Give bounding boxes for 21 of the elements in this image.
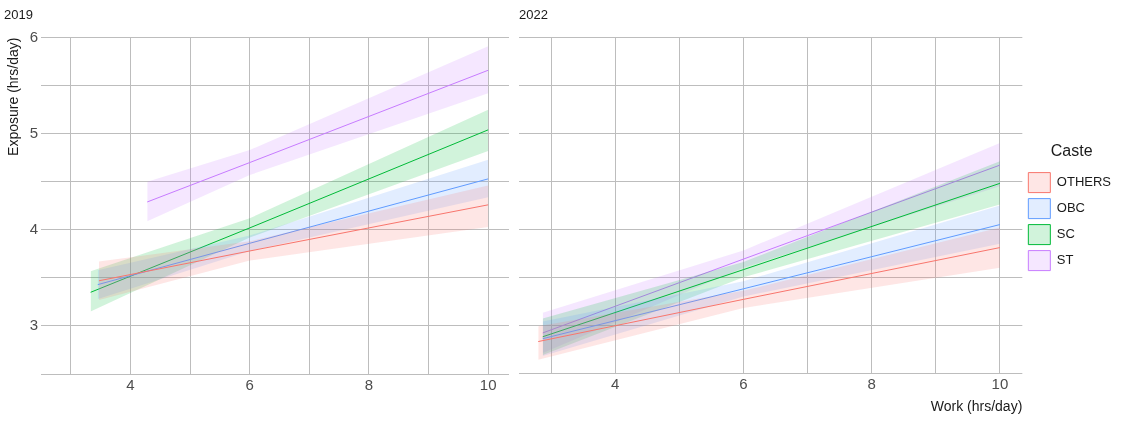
y-tick-label: 6 [29,27,39,45]
legend-label: ST [1056,252,1074,268]
x-tick-label: 6 [739,375,748,393]
y-tick-label: 4 [29,219,39,237]
legend-label: OTHERS [1056,174,1112,190]
legend-label: OBC [1056,200,1085,216]
x-tick-label: 4 [126,376,135,394]
x-tick-label: 8 [364,376,374,394]
x-tick-label: 10 [479,376,497,394]
legend-title: Caste [1050,141,1093,159]
chart-title: 2019 [4,7,33,23]
y-tick-label: 3 [29,316,39,334]
x-tick-label: 8 [867,375,876,393]
x-tick-label: 6 [245,376,254,394]
y-tick-label: 5 [29,123,39,141]
x-tick-label: 4 [611,375,620,393]
chart-title: 2022 [519,7,548,23]
x-tick-label: 10 [991,375,1009,393]
y-axis-title: Exposure (hrs/day) [5,37,22,156]
legend-label: SC [1056,226,1075,242]
x-axis-title: Work (hrs/day) [930,398,1023,415]
